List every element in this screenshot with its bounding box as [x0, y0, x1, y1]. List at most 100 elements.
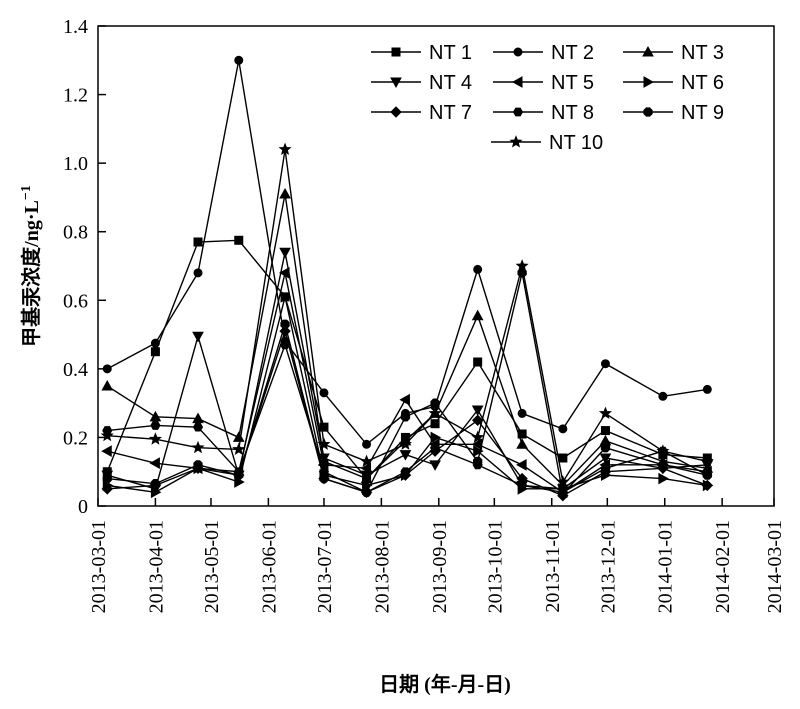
data-point: [319, 388, 329, 398]
data-point: [600, 463, 611, 473]
x-tick-label: 2013-06-01: [258, 520, 280, 613]
legend-item: NT 7: [371, 102, 472, 124]
data-point: [600, 359, 610, 369]
data-point: [398, 437, 412, 450]
x-tick-label: 2013-03-01: [88, 520, 110, 613]
legend-label: NT 2: [551, 42, 594, 64]
data-point: [702, 470, 712, 480]
data-point: [150, 421, 161, 430]
y-tick-label: 1.4: [63, 16, 88, 38]
data-point: [279, 247, 291, 259]
legend-label: NT 7: [429, 102, 472, 124]
x-tick-label: 2013-07-01: [314, 520, 336, 613]
y-tick-label: 0.4: [63, 359, 88, 381]
x-tick-label: 2013-09-01: [429, 520, 451, 613]
data-point: [192, 412, 204, 424]
data-point: [400, 412, 411, 422]
data-point: [556, 475, 570, 488]
data-point: [430, 419, 440, 429]
legend-marker: [391, 47, 401, 57]
x-tick-label: 2013-08-01: [371, 520, 393, 613]
legend-item: NT 5: [493, 72, 594, 94]
x-tick-label: 2014-03-01: [764, 520, 786, 613]
data-point: [232, 431, 245, 442]
data-point: [279, 340, 291, 350]
data-point: [516, 438, 528, 449]
data-point: [598, 406, 612, 419]
x-axis-title: 日期 (年-月-日): [379, 672, 511, 696]
data-point: [702, 384, 712, 394]
data-point: [193, 268, 203, 278]
series-layer: [100, 55, 714, 502]
data-point: [429, 443, 441, 453]
legend-marker: [643, 107, 653, 117]
series-9: [102, 268, 712, 499]
x-tick-label: 2013-11-01: [542, 520, 564, 613]
data-point: [278, 142, 292, 155]
data-point: [318, 453, 330, 465]
data-point: [150, 338, 160, 348]
legend-marker: [390, 106, 402, 118]
legend: NT 1 NT 2 NT 3 NT 4 NT 5 NT 6 NT 7 NT 8 NT 9 NT 1…: [371, 42, 724, 154]
y-axis-title-exponent: −1: [19, 185, 34, 200]
legend-marker: [511, 76, 523, 88]
data-point: [234, 470, 244, 480]
data-point: [429, 460, 441, 471]
data-point: [192, 331, 204, 343]
legend-label: NT 6: [681, 72, 724, 94]
data-point: [360, 462, 372, 475]
data-point: [471, 414, 484, 426]
data-point: [280, 291, 292, 303]
data-point: [149, 410, 162, 422]
data-point: [600, 443, 611, 453]
data-point: [101, 483, 113, 495]
data-point: [515, 259, 529, 272]
data-point: [658, 460, 668, 470]
legend-item: NT 10: [491, 132, 603, 154]
legend-marker: [643, 76, 655, 88]
data-point: [700, 454, 714, 467]
legend-marker: [642, 45, 654, 57]
y-tick-label: 0.8: [63, 222, 88, 244]
data-point: [516, 459, 527, 471]
data-point: [319, 473, 329, 484]
series-4: [101, 247, 714, 495]
data-point: [517, 481, 528, 490]
x-tick-label: 2014-02-01: [712, 520, 734, 613]
data-point: [430, 398, 440, 408]
data-point: [317, 437, 331, 450]
data-point: [362, 439, 372, 449]
legend-item: NT 3: [623, 42, 724, 64]
data-point: [471, 309, 484, 321]
data-point: [658, 391, 668, 401]
data-point: [430, 431, 442, 444]
data-point: [399, 393, 410, 406]
series-line: [107, 272, 708, 494]
data-point: [150, 347, 160, 357]
data-point: [102, 364, 112, 374]
legend-label: NT 1: [429, 42, 472, 64]
series-2: [102, 55, 712, 449]
data-point: [473, 357, 483, 367]
y-tick-label: 1.2: [63, 85, 88, 107]
legend-item: NT 4: [371, 72, 472, 94]
data-point: [102, 473, 112, 484]
legend-label: NT 5: [551, 72, 594, 94]
data-point: [558, 489, 568, 499]
series-line: [107, 149, 708, 484]
data-point: [150, 479, 161, 489]
y-axis: 0 0.2 0.4 0.6 0.8 1.0 1.2 1.4: [63, 16, 106, 518]
legend-item: NT 2: [493, 42, 594, 64]
data-point: [100, 428, 114, 442]
plot-frame: [97, 25, 775, 507]
y-tick-label: 0.2: [63, 427, 88, 449]
legend-label: NT 10: [549, 132, 603, 154]
data-point: [234, 55, 244, 65]
data-point: [234, 235, 244, 245]
y-tick-label: 0: [78, 496, 88, 518]
data-point: [191, 440, 205, 454]
data-point: [360, 454, 374, 467]
data-point: [473, 445, 484, 457]
legend-item: NT 1: [371, 42, 472, 64]
